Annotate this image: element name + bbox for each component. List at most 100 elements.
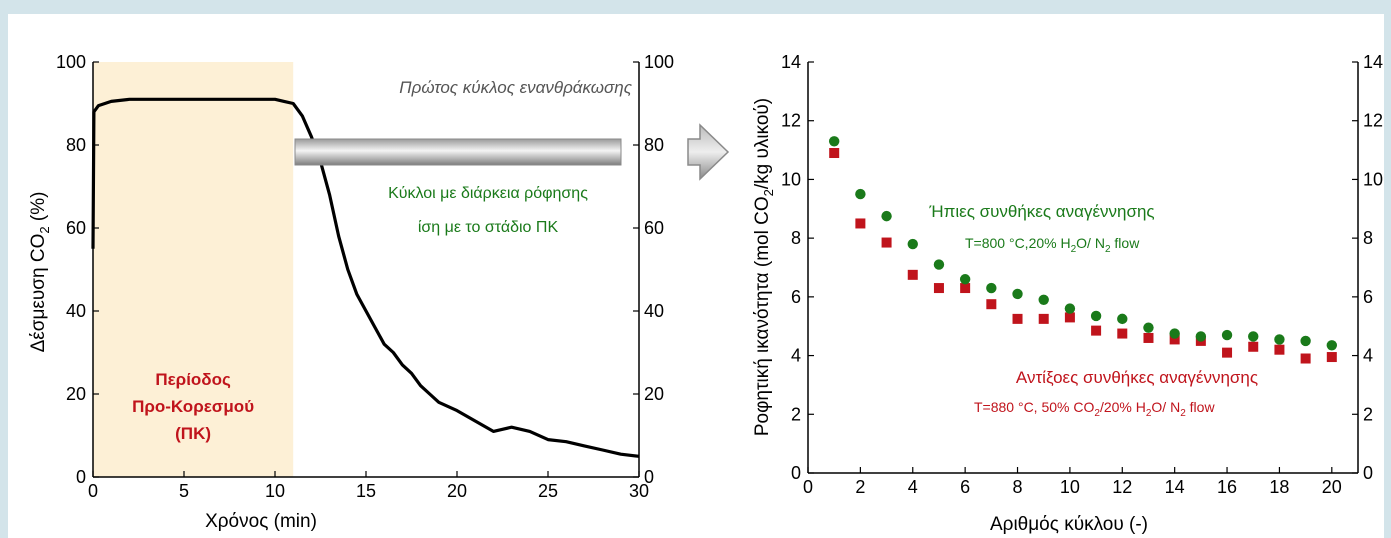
x-tick-label: 10 (1060, 477, 1080, 497)
y-tick-label: 8 (791, 228, 801, 248)
mild-conditions-params: T=800 °C,20% H2O/ N2 flow (965, 235, 1140, 255)
mild-point (933, 259, 945, 270)
x-tick-label: 10 (265, 481, 285, 501)
y2-tick-label: 20 (644, 384, 664, 404)
mild-point (1169, 328, 1180, 339)
harsh-conditions-params: T=880 °C, 50% CO2/20% H2O/ N2 flow (974, 399, 1215, 419)
right-arrow-icon (687, 123, 730, 181)
x-tick-label: 2 (855, 477, 865, 497)
y-tick-label: 12 (781, 111, 801, 131)
mild-point (986, 282, 997, 294)
y-tick-label: 0 (76, 467, 86, 487)
y2-tick-label: 40 (644, 301, 664, 321)
right-y-ticks: 0 2 4 6 8 10 12 14 (781, 52, 814, 483)
x-tick-label: 12 (1112, 477, 1132, 497)
y2-tick-label: 0 (1363, 463, 1373, 483)
y2-tick-label: 60 (644, 218, 664, 238)
y-tick-label: 0 (791, 463, 801, 483)
harsh-point (933, 283, 944, 294)
harsh-point (1326, 352, 1337, 363)
mild-point (1143, 322, 1154, 333)
co2-capture-curve (91, 97, 640, 458)
harsh-point (1038, 313, 1049, 324)
pre-saturation-label: Περίοδος Προ-Κορεσμού (ΠΚ) (132, 370, 254, 443)
mild-point (1221, 329, 1233, 341)
harsh-conditions-label: Αντίξοες συνθήκες αναγέννησης (1016, 368, 1258, 387)
y-tick-label: 10 (781, 169, 801, 189)
x-tick-label: 6 (960, 477, 970, 497)
mild-point (1012, 288, 1023, 300)
mild-point (881, 210, 892, 222)
x-tick-label: 5 (179, 481, 189, 501)
harsh-point (855, 218, 866, 229)
x-tick-label: 0 (803, 477, 813, 497)
x-tick-label: 14 (1165, 477, 1185, 497)
mild-point (1195, 331, 1207, 342)
harsh-point (829, 148, 840, 159)
mild-point (1248, 331, 1259, 342)
mild-point (828, 136, 840, 147)
y-tick-label: 20 (66, 384, 86, 404)
y2-tick-label: 10 (1363, 169, 1383, 189)
y-tick-label: 14 (781, 52, 801, 72)
left-y-ticks: 0 20 40 60 80 100 (56, 52, 99, 487)
mild-point (1064, 303, 1076, 314)
sorption-points (828, 136, 1338, 364)
cycles-duration-bar (294, 138, 622, 166)
x-tick-label: 30 (629, 481, 649, 501)
right-x-axis-label: Αριθμός κύκλου (-) (990, 514, 1148, 535)
harsh-point (960, 283, 971, 294)
y-tick-label: 80 (66, 135, 86, 155)
x-tick-label: 16 (1217, 477, 1237, 497)
x-tick-label: 25 (538, 481, 558, 501)
mild-point (959, 274, 971, 285)
first-cycle-annotation: Πρώτος κύκλος ενανθράκωσης (399, 78, 632, 97)
shade-label-line: Προ-Κορεσμού (132, 397, 254, 416)
pre-saturation-shade (93, 62, 294, 477)
y2-tick-label: 2 (1363, 404, 1373, 424)
cycles-annotation-line2: ίση με το στάδιο ΠΚ (418, 219, 559, 236)
x-tick-label: 4 (908, 477, 918, 497)
y-tick-label: 60 (66, 218, 86, 238)
shade-label-line: (ΠΚ) (175, 424, 211, 443)
mild-point (855, 188, 866, 200)
x-tick-label: 8 (1013, 477, 1023, 497)
harsh-point (1091, 325, 1102, 336)
mild-point (907, 238, 918, 250)
harsh-point (1248, 341, 1259, 352)
mild-point (1090, 310, 1102, 322)
left-y2-ticks: 0 20 40 60 80 100 (633, 52, 674, 487)
mild-conditions-label: Ήπιες συνθήκες αναγέννησης (928, 202, 1154, 221)
x-tick-label: 18 (1269, 477, 1289, 497)
harsh-point (1117, 328, 1128, 339)
y2-tick-label: 0 (644, 467, 654, 487)
y2-tick-label: 12 (1363, 111, 1383, 131)
harsh-point (1169, 334, 1180, 345)
left-x-ticks: 0 5 10 15 20 25 30 (88, 471, 649, 501)
y2-tick-label: 8 (1363, 228, 1373, 248)
y-tick-label: 4 (791, 346, 801, 366)
left-y-axis-label: Δέσμευση CO2 (%) (28, 192, 52, 353)
cycles-annotation-line1: Κύκλοι με διάρκεια ρόφησης (388, 185, 588, 202)
y2-tick-label: 100 (644, 52, 674, 72)
harsh-point (1300, 353, 1311, 364)
y-tick-label: 100 (56, 52, 86, 72)
harsh-point (1274, 344, 1285, 355)
x-tick-label: 20 (1322, 477, 1342, 497)
mild-point (1117, 313, 1128, 325)
right-y2-ticks: 0 2 4 6 8 10 12 14 (1352, 52, 1383, 483)
mild-point (1274, 334, 1285, 345)
left-chart: Περίοδος Προ-Κορεσμού (ΠΚ) 0 5 10 15 20 25 30 0 2… (28, 52, 674, 532)
y-tick-label: 40 (66, 301, 86, 321)
harsh-point (1143, 332, 1154, 343)
harsh-point (1064, 312, 1075, 323)
harsh-point (907, 269, 918, 280)
x-tick-label: 20 (447, 481, 467, 501)
mild-point (1038, 294, 1049, 305)
y2-tick-label: 4 (1363, 346, 1373, 366)
harsh-point (1222, 347, 1233, 358)
harsh-point (1012, 313, 1023, 324)
y-tick-label: 6 (791, 287, 801, 307)
